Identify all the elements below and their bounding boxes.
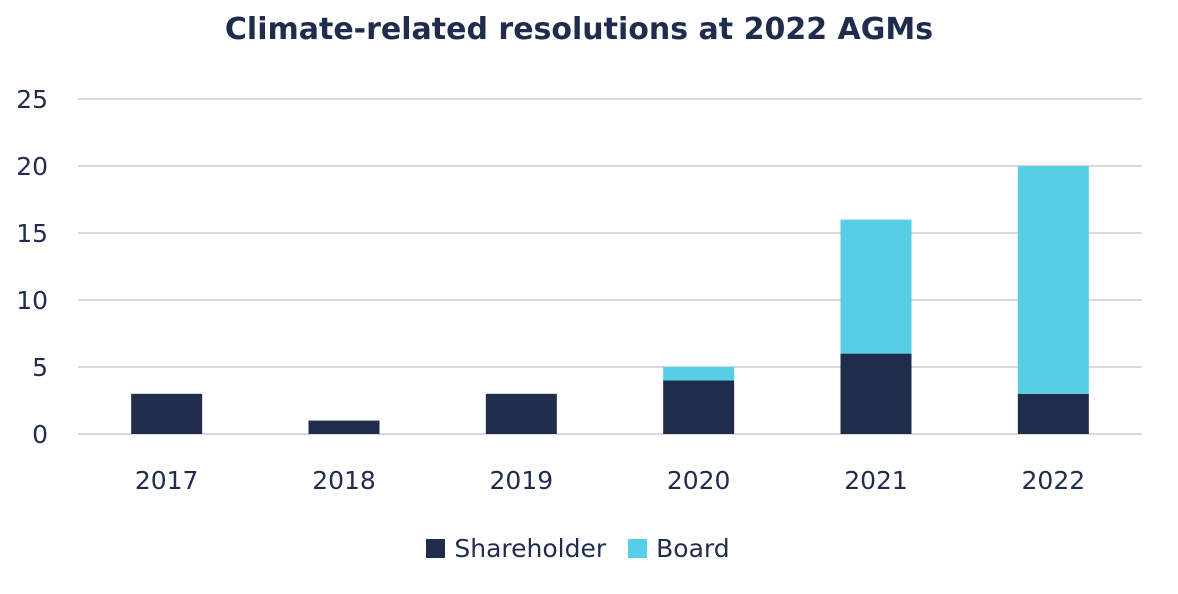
legend-item-shareholder: Shareholder (426, 534, 628, 563)
legend: Shareholder Board (0, 534, 1178, 563)
gridlines (78, 98, 1142, 435)
y-tick-label: 15 (16, 219, 48, 248)
y-tick-label: 5 (32, 353, 48, 382)
bar-shareholder-2020 (663, 380, 735, 434)
x-axis-ticks: 2017 2018 2019 2020 2021 2022 (135, 466, 1085, 495)
bar-shareholder-2022 (1017, 393, 1089, 434)
chart-title: Climate-related resolutions at 2022 AGMs (224, 12, 934, 47)
x-tick-label-2017: 2017 (135, 466, 199, 495)
legend-label: Shareholder (454, 534, 607, 563)
x-tick-label-2019: 2019 (490, 466, 554, 495)
y-tick-label: 10 (16, 286, 48, 315)
bar-shareholder-2019 (485, 393, 557, 434)
y-tick-label: 0 (32, 420, 48, 449)
bar-shareholder-2021 (840, 353, 912, 434)
x-tick-label-2018: 2018 (312, 466, 376, 495)
bar-chart: 0 5 10 15 20 25 2017 2018 2019 2020 2021 2022 (16, 85, 1142, 495)
legend-label: Board (656, 534, 730, 563)
y-tick-label: 20 (16, 152, 48, 181)
legend-swatch (426, 539, 446, 558)
bar-board-2022 (1017, 166, 1089, 394)
x-tick-label-2020: 2020 (667, 466, 731, 495)
x-tick-label-2021: 2021 (844, 466, 908, 495)
legend-item-board: Board (628, 534, 751, 563)
bar-board-2021 (840, 219, 912, 354)
bar-shareholder-2018 (308, 420, 380, 434)
legend-swatch (628, 539, 648, 558)
bars (131, 166, 1089, 434)
y-tick-label: 25 (16, 85, 48, 114)
x-tick-label-2022: 2022 (1022, 466, 1086, 495)
bar-board-2020 (663, 367, 735, 381)
y-axis-ticks: 0 5 10 15 20 25 (16, 85, 48, 449)
bar-shareholder-2017 (131, 393, 203, 434)
